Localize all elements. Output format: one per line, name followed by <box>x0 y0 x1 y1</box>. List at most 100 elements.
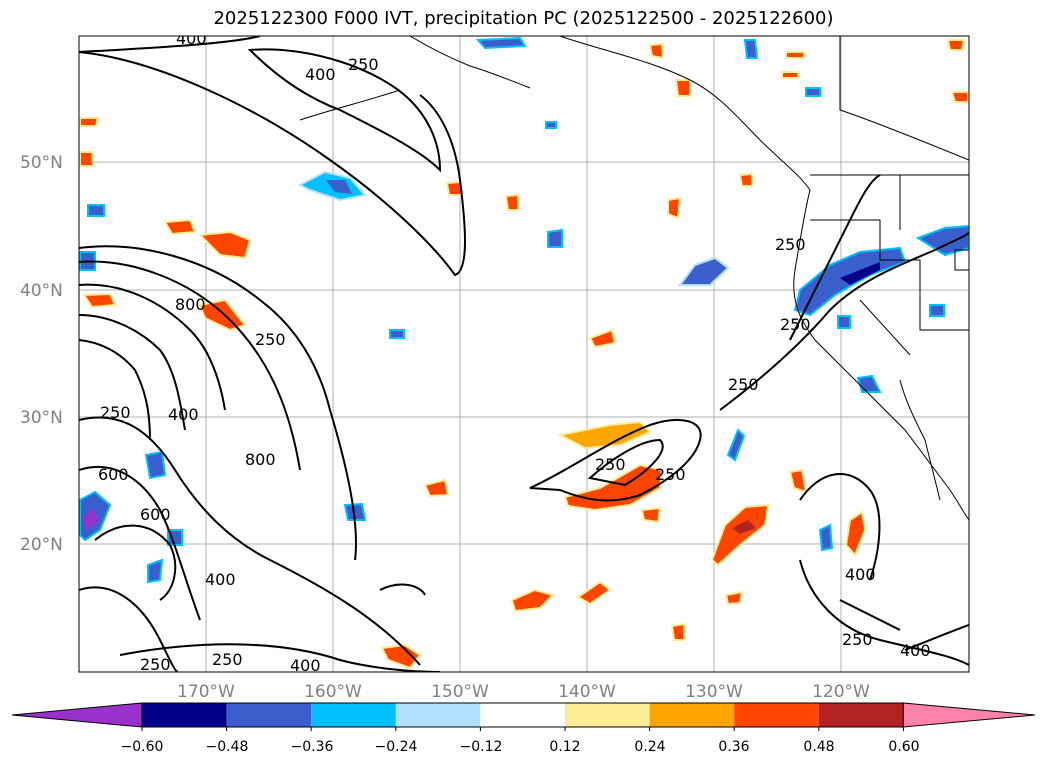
precip-positive-blob <box>648 42 665 60</box>
lat-label-20n: 20°N <box>20 535 63 555</box>
colorbar-tick-label: 0.36 <box>718 739 749 755</box>
precip-positive-blob <box>79 117 100 127</box>
ivt-contour-line <box>719 231 969 411</box>
colorbar-frame <box>141 702 904 728</box>
colorbar-segment <box>649 703 735 727</box>
precip-positive-blob <box>163 218 197 236</box>
precip-positive-blob <box>732 520 756 534</box>
lon-label-160w: 160°W <box>304 682 362 702</box>
precip-negative-blob <box>389 329 405 339</box>
state-border <box>954 249 969 271</box>
contour-label: 250 <box>595 455 626 474</box>
precip-positive-blob <box>946 39 966 51</box>
precip-negative-blob <box>547 228 563 248</box>
figure-title: 2025122300 F000 IVT, precipitation PC (2… <box>213 8 834 29</box>
latitude-axis: 50°N 40°N 30°N 20°N <box>20 153 63 555</box>
colorbar-segment <box>311 703 396 727</box>
ivt-contour-line <box>79 260 301 471</box>
contour-label: 400 <box>845 565 876 584</box>
contour-label: 250 <box>780 315 811 334</box>
precip-negative-blob <box>805 87 821 97</box>
colorbar-tick-label: −0.60 <box>121 739 164 755</box>
aleutian-coastline <box>299 89 401 121</box>
contour-label: 800 <box>175 295 206 314</box>
contour-label: 250 <box>140 655 171 674</box>
contour-label: 250 <box>842 630 873 649</box>
precip-positive-blob <box>557 420 652 450</box>
contour-label: 400 <box>305 65 336 84</box>
precip-positive-blob <box>724 590 744 606</box>
colorbar-segment <box>226 703 312 727</box>
contour-label: 800 <box>245 450 276 469</box>
precip-positive-blob <box>738 172 753 187</box>
ivt-contour-line <box>79 283 226 411</box>
alaska-coastline <box>409 36 531 89</box>
ivt-contour-line <box>79 314 186 431</box>
precip-negative-blob <box>343 502 367 521</box>
precip-positive-blob <box>504 193 519 211</box>
map-frame <box>78 35 970 673</box>
colorbar-segment <box>734 703 819 727</box>
precip-negative-blob <box>837 315 851 329</box>
ivt-contour-line <box>799 559 969 666</box>
precip-negative-blob <box>929 304 945 317</box>
colorbar-tick-label: −0.48 <box>206 739 249 755</box>
contour-label: 250 <box>728 375 759 394</box>
precip-positive-blob <box>674 79 691 97</box>
precip-negative-blob <box>678 256 730 286</box>
colorbar-extend-low <box>11 702 143 728</box>
precip-positive-blob <box>510 588 555 613</box>
precip-positive-blob <box>423 478 450 498</box>
ivt-contour-line <box>79 465 201 621</box>
ivt-contour-line <box>79 245 357 561</box>
contour-label: 400 <box>168 405 199 424</box>
colorbar-tick-label: −0.36 <box>291 739 334 755</box>
colorbar-segment <box>142 703 227 727</box>
contour-label: 250 <box>655 465 686 484</box>
precip-negative-blob <box>743 39 759 59</box>
lon-label-170w: 170°W <box>177 682 235 702</box>
ivt-contour-line <box>79 586 179 672</box>
precip-negative-blob <box>87 204 105 217</box>
longitude-axis: 170°W 160°W 150°W 140°W 130°W 120°W <box>177 682 870 702</box>
ivt-contour-line <box>904 624 969 651</box>
baja-coastline <box>899 379 941 501</box>
contour-label: 400 <box>176 29 207 48</box>
contour-label: 250 <box>100 403 131 422</box>
colorbar-tick-label: −0.24 <box>375 739 418 755</box>
precip-positive-blob <box>781 71 799 79</box>
precip-positive-blob <box>710 503 770 567</box>
precip-positive-blob <box>197 230 252 260</box>
precip-positive-blob <box>785 51 805 59</box>
lon-label-140w: 140°W <box>558 682 616 702</box>
contour-label: 600 <box>140 505 171 524</box>
contour-label: 400 <box>205 570 236 589</box>
colorbar-tick-label: 0.48 <box>803 739 834 755</box>
precip-negative-blob <box>144 450 167 480</box>
ivt-contour-line <box>839 599 901 631</box>
precip-negative-blob <box>167 529 183 546</box>
lat-label-50n: 50°N <box>20 153 63 173</box>
state-borders <box>810 219 969 331</box>
contour-label: 600 <box>98 465 129 484</box>
contour-label: 250 <box>255 330 286 349</box>
lon-label-150w: 150°W <box>431 682 489 702</box>
precip-negative-blob <box>475 36 527 50</box>
ivt-contours <box>79 36 969 672</box>
precip-positive-blob <box>576 580 612 606</box>
precip-positive-blob <box>640 506 662 524</box>
colorbar-tick-label: 0.60 <box>888 739 919 755</box>
ivt-contour-line <box>529 419 702 502</box>
colorbar-segment <box>818 703 904 727</box>
lat-label-40n: 40°N <box>20 281 63 301</box>
colorbar-tick-label: −0.12 <box>460 739 503 755</box>
precip-negative-blob <box>818 523 834 552</box>
ivt-contour-line <box>799 473 881 581</box>
lon-label-120w: 120°W <box>812 682 870 702</box>
contour-labels: 400 250 400 800 250 250 400 800 600 600 … <box>98 29 931 674</box>
precip-positive-blob <box>670 622 685 641</box>
precip-positive-blob <box>79 151 95 167</box>
colorbar-segment <box>480 703 565 727</box>
ivt-contour-line <box>587 438 664 487</box>
